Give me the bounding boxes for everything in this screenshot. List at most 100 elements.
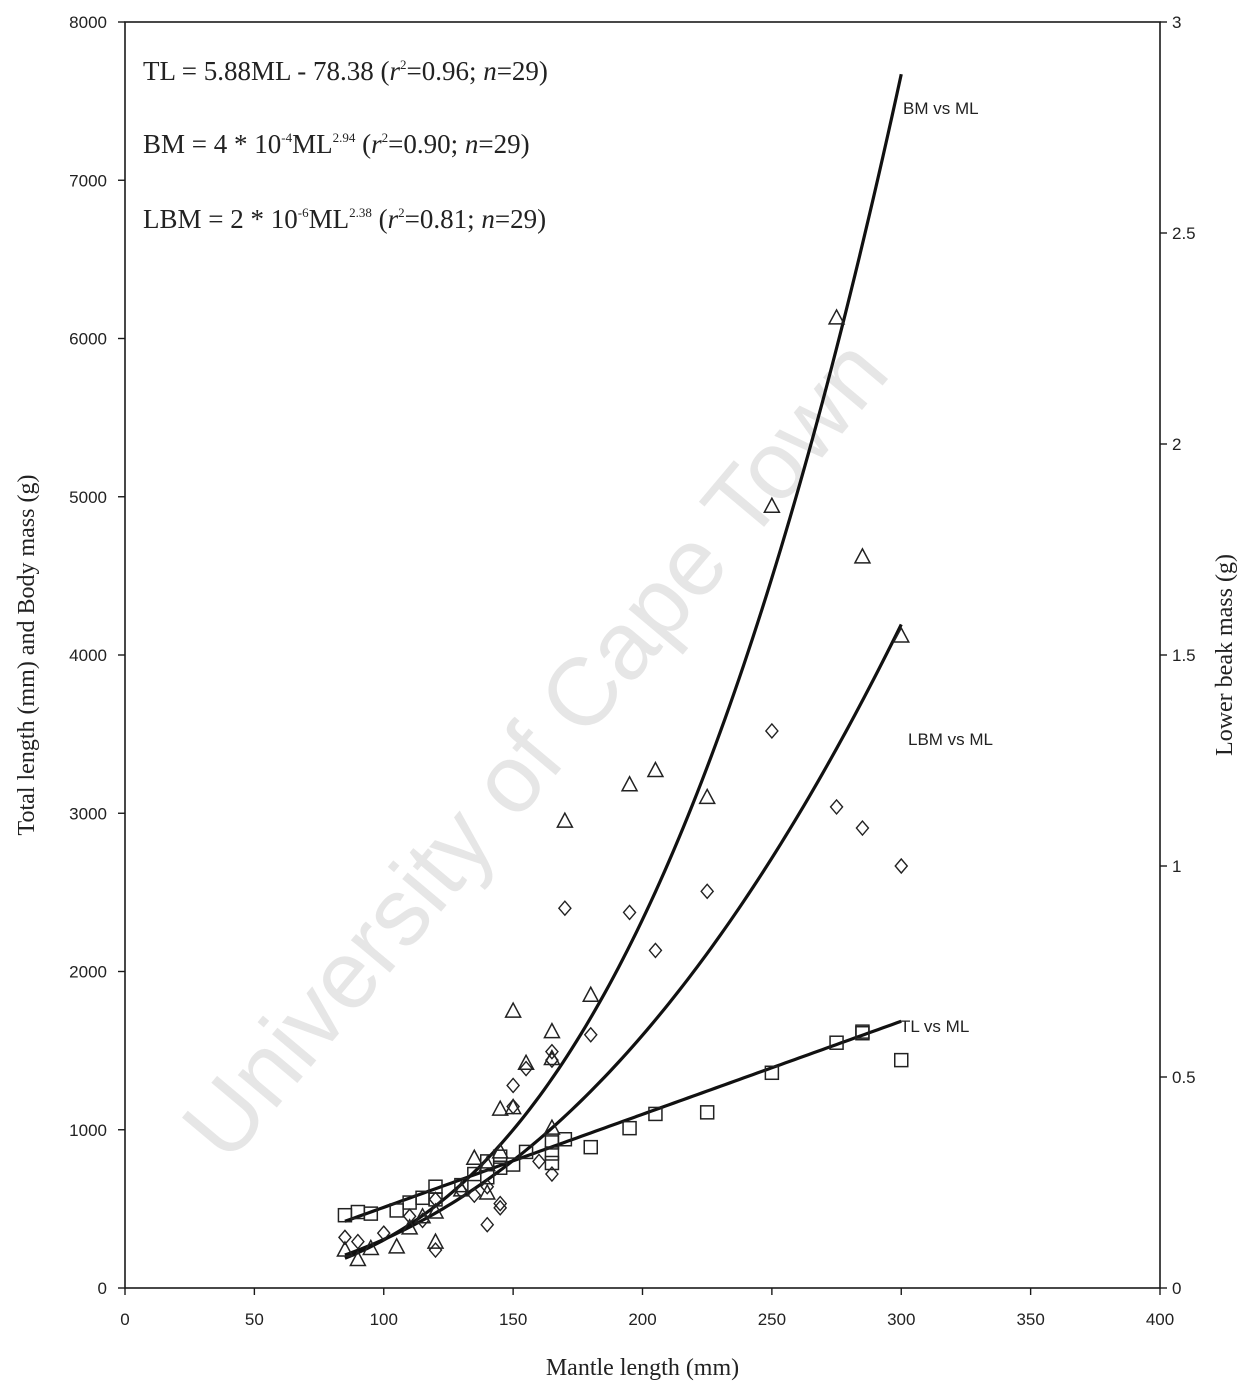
point-square xyxy=(855,1025,870,1041)
point-diamond xyxy=(415,1212,430,1229)
point-triangle xyxy=(892,626,911,643)
point-diamond xyxy=(622,904,637,921)
point-diamond xyxy=(506,1077,521,1094)
point-square xyxy=(505,1157,521,1172)
point-square xyxy=(518,1144,534,1160)
watermark-layer: University of Cape Town xyxy=(162,319,908,1179)
point-diamond xyxy=(545,1052,559,1069)
point-square xyxy=(557,1131,573,1147)
point-square xyxy=(583,1139,598,1155)
point-triangle xyxy=(853,547,872,564)
point-diamond xyxy=(428,1241,443,1259)
point-triangle xyxy=(543,1022,561,1039)
point-diamond xyxy=(493,1199,508,1216)
curve-label-square: TL vs ML xyxy=(900,1017,969,1036)
equation-line: LBM = 2 * 10-6ML2.38 (r2=0.81; n=29) xyxy=(143,204,546,234)
point-triangle xyxy=(581,985,600,1002)
curve-label-diamond: LBM vs ML xyxy=(908,730,993,749)
point-triangle xyxy=(763,496,781,513)
point-square xyxy=(648,1106,663,1122)
point-square xyxy=(544,1155,560,1171)
point-triangle xyxy=(543,1118,561,1135)
y2-tick-label: 1.5 xyxy=(1172,646,1196,665)
y-tick-label: 6000 xyxy=(69,330,107,349)
point-triangle xyxy=(426,1202,445,1219)
x-tick-label: 200 xyxy=(628,1310,656,1329)
point-diamond xyxy=(764,722,779,740)
point-triangle xyxy=(387,1237,406,1254)
point-diamond xyxy=(350,1233,365,1250)
x-axis-title: Mantle length (mm) xyxy=(546,1355,739,1381)
point-triangle xyxy=(465,1148,484,1165)
point-square xyxy=(389,1203,404,1218)
point-diamond xyxy=(583,1026,598,1043)
point-diamond xyxy=(506,1098,521,1115)
y-tick-label: 7000 xyxy=(69,171,107,190)
equation-line: BM = 4 * 10-4ML2.94 (r2=0.90; n=29) xyxy=(143,129,530,159)
y-tick-label: 0 xyxy=(98,1279,107,1298)
point-diamond xyxy=(545,1165,559,1183)
axis-ticks: 0 50 100 150 200 250 300 350 4000100020003000400… xyxy=(69,13,1195,1329)
y-tick-label: 3000 xyxy=(69,804,107,823)
point-diamond xyxy=(894,857,909,875)
point-square xyxy=(894,1052,909,1068)
watermark-text: University of Cape Town xyxy=(162,319,908,1179)
point-diamond xyxy=(545,1043,559,1060)
y2-axis-title: Lower beak mass (g) xyxy=(1212,554,1238,756)
equation-line: TL = 5.88ML - 78.38 (r2=0.96; n=29) xyxy=(143,56,548,86)
y2-tick-label: 0 xyxy=(1172,1279,1181,1298)
point-triangle xyxy=(504,1001,522,1018)
point-diamond xyxy=(557,900,572,917)
point-triangle xyxy=(827,308,846,325)
y2-tick-label: 0.5 xyxy=(1172,1068,1196,1087)
point-triangle xyxy=(491,1099,509,1116)
axis-titles: Mantle length (mm) Total length (mm) and … xyxy=(14,475,1238,1381)
y2-tick-label: 1 xyxy=(1172,857,1181,876)
x-tick-label: 50 xyxy=(245,1310,264,1329)
point-diamond xyxy=(829,798,844,815)
y-axis-title: Total length (mm) and Body mass (g) xyxy=(14,475,40,836)
point-diamond xyxy=(376,1225,391,1242)
point-diamond xyxy=(467,1187,482,1204)
equation-block: TL = 5.88ML - 78.38 (r2=0.96; n=29) BM = … xyxy=(143,56,548,234)
point-diamond xyxy=(519,1060,533,1077)
point-square xyxy=(544,1146,560,1161)
y-tick-label: 5000 xyxy=(69,488,107,507)
point-diamond xyxy=(532,1153,546,1170)
point-diamond xyxy=(454,1182,469,1200)
point-diamond xyxy=(648,942,663,959)
point-triangle xyxy=(349,1249,367,1267)
y-tick-label: 4000 xyxy=(69,646,107,665)
curve-label-triangle: BM vs ML xyxy=(903,99,979,118)
y-tick-label: 8000 xyxy=(69,13,107,32)
point-triangle xyxy=(478,1154,497,1172)
point-triangle xyxy=(517,1053,535,1071)
point-square xyxy=(829,1035,844,1050)
x-tick-label: 150 xyxy=(499,1310,527,1329)
x-tick-label: 350 xyxy=(1016,1310,1044,1329)
x-tick-label: 300 xyxy=(887,1310,915,1329)
point-diamond xyxy=(700,883,715,900)
point-triangle xyxy=(413,1207,432,1224)
point-triangle xyxy=(646,760,665,778)
curve-labels: TL vs ML BM vs ML LBM vs ML xyxy=(900,99,993,1036)
point-triangle xyxy=(698,787,716,805)
y-tick-label: 2000 xyxy=(69,963,107,982)
point-triangle xyxy=(478,1183,497,1200)
point-diamond xyxy=(402,1208,417,1225)
point-diamond xyxy=(480,1178,495,1195)
point-diamond xyxy=(480,1216,495,1233)
point-triangle xyxy=(620,775,639,792)
point-triangle xyxy=(400,1218,419,1235)
y-tick-label: 1000 xyxy=(69,1121,107,1140)
point-triangle xyxy=(362,1238,380,1256)
point-triangle xyxy=(556,811,574,828)
point-square xyxy=(363,1206,379,1221)
y2-tick-label: 2.5 xyxy=(1172,224,1196,243)
point-triangle xyxy=(491,1142,509,1159)
point-diamond xyxy=(428,1191,443,1208)
point-square xyxy=(764,1065,780,1081)
point-diamond xyxy=(338,1229,352,1246)
point-triangle xyxy=(336,1240,354,1257)
